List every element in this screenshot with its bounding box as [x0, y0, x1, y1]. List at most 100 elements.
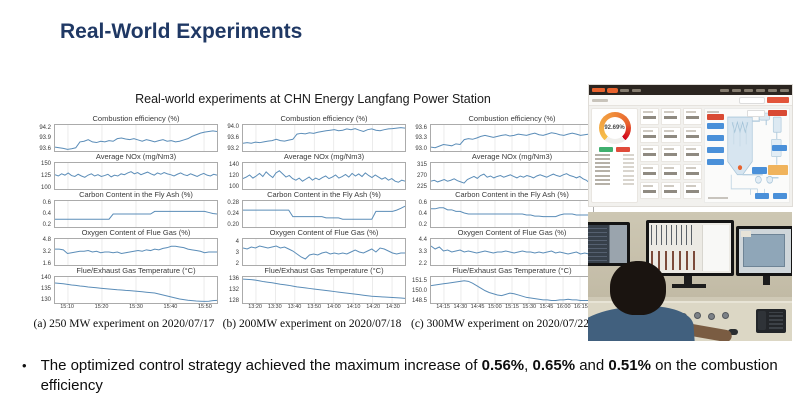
bullet-lead: The optimized control strategy achieved …: [40, 357, 482, 374]
diagram-pump-button: [752, 167, 767, 174]
chart-plot: 2 3 4: [236, 238, 406, 267]
control-dashboard-screenshot: 92.69%: [588, 84, 793, 207]
y-tick-label: 93.6: [227, 135, 239, 141]
dashboard-menu-item: [768, 88, 777, 92]
y-tick-label: 0.6: [418, 199, 427, 206]
bullet-value-2: 0.65%: [532, 357, 576, 374]
plot-canvas: [54, 238, 218, 266]
y-tick-label: 1.6: [42, 261, 51, 268]
x-tick-label: 15:10: [60, 304, 74, 310]
y-tick-label: 94.0: [227, 123, 239, 130]
monitor-stand: [684, 276, 692, 284]
x-tick-label: 14:45: [470, 304, 485, 310]
y-tick-label: 2: [235, 260, 239, 267]
panel-b-plots: Combustion efficiency (%) 93.2 93.6 94.0 Ave…: [218, 114, 406, 313]
chart-title: Oxygen Content of Flue Gas (%): [269, 228, 379, 237]
x-tick-label: 14:15: [436, 304, 450, 310]
chart-plot: 100 125 150: [41, 161, 218, 191]
x-tick-label: 16:00: [556, 304, 571, 310]
gauge-value: 92.69%: [603, 117, 626, 139]
diagram-fan-button: [773, 193, 787, 199]
y-tick-label: 0.4: [42, 211, 51, 217]
chart-title: Average NOx (mg/Nm3): [283, 152, 365, 161]
y-tick-label: 120: [228, 173, 239, 179]
dashboard-topbar: [589, 85, 792, 95]
dashboard-menu-item: [720, 88, 729, 92]
plot-canvas: [242, 200, 406, 228]
x-axis-ticks: 15:10 15:20 15:30 15:40 15:50: [54, 304, 218, 313]
desk-telephone: [756, 309, 786, 333]
x-tick-label: 15:15: [505, 304, 519, 310]
plot-canvas: [430, 238, 594, 266]
diagram-fan-button: [755, 193, 769, 199]
operator-head: [610, 261, 666, 315]
dashboard-gauge-card: 92.69%: [591, 108, 638, 203]
y-tick-label: 3.3: [418, 249, 427, 255]
dashboard-menu-item: [744, 88, 753, 92]
dashboard-action-button: [767, 97, 789, 103]
y-tick-label: 125: [40, 173, 51, 179]
gauge-start-button: [599, 147, 613, 152]
plot-canvas: [242, 238, 406, 266]
chart-plot: 93.6 93.9 94.2: [39, 124, 218, 152]
chart-plot: 0.20 0.24 0.28: [227, 200, 406, 228]
monitor-stand-base: [672, 284, 706, 288]
diagram-mode-button: [707, 135, 724, 141]
plot-canvas: [430, 162, 594, 190]
diagram-mode-button: [707, 123, 724, 129]
monitor-stand: [763, 276, 770, 285]
y-tick-label: 94.2: [39, 124, 51, 131]
x-tick-label: 15:30: [129, 304, 143, 310]
dashboard-body: 92.69%: [589, 106, 792, 205]
data-line: [55, 131, 217, 150]
data-line: [55, 283, 217, 301]
y-tick-label: 93.6: [415, 124, 427, 131]
chart-title: Carbon Content in the Fly Ash (%): [79, 190, 193, 199]
page-title: Real-World Experiments: [60, 20, 303, 43]
dashboard-parameter-list: [594, 154, 635, 185]
chart-title: Combustion efficiency (%): [280, 114, 368, 123]
y-tick-label: 0.2: [42, 222, 51, 229]
y-tick-label: 0.6: [42, 199, 51, 206]
x-tick-label: 15:40: [163, 304, 178, 310]
data-line: [55, 246, 217, 253]
chart-title: Carbon Content in the Fly Ash (%): [455, 190, 569, 199]
y-tick-label: 140: [228, 161, 239, 168]
x-tick-label: 15:30: [522, 304, 537, 310]
chart-plot: 1.6 3.2 4.8: [43, 237, 218, 267]
plot-canvas: [242, 276, 406, 304]
panel-a-plots: Combustion efficiency (%) 93.6 93.9 94.2 Ave…: [30, 114, 218, 313]
y-tick-label: 128: [228, 298, 239, 305]
chart-plot: 148.5 150.0 151.5: [412, 276, 594, 304]
x-tick-label: 15:50: [197, 304, 212, 310]
bullet-sep-1: ,: [524, 357, 533, 374]
y-tick-label: 135: [40, 285, 51, 292]
y-tick-label: 3.2: [42, 249, 51, 255]
x-tick-label: 14:30: [385, 304, 400, 310]
control-knob: [694, 312, 701, 319]
plot-canvas: [430, 200, 594, 228]
bullet-value-3: 0.51%: [608, 357, 651, 374]
y-tick-label: 0.2: [418, 222, 427, 229]
chart-plot: 128 132 136: [229, 276, 406, 304]
bullet-tail: on the combustion efficiency: [40, 357, 778, 395]
plot-canvas: [54, 124, 218, 152]
diagram-mode-button: [707, 147, 724, 153]
dashboard-menu-item: [732, 88, 741, 92]
chart-title: Oxygen Content of Flue Gas (%): [457, 228, 567, 237]
chart-title: Oxygen Content of Flue Gas (%): [81, 228, 191, 237]
experiment-charts: Combustion efficiency (%) 93.6 93.9 94.2 Ave…: [30, 114, 596, 330]
x-axis-ticks: 13:20 13:30 13:40 13:50 14:00 14:10 14:20 14:30: [242, 304, 406, 313]
plot-canvas: [430, 276, 594, 304]
dashboard-menu-item: [780, 88, 789, 92]
chart-title: Average NOx (mg/Nm3): [95, 152, 177, 161]
plot-canvas: [54, 276, 218, 304]
x-tick-label: 14:00: [326, 304, 341, 310]
bullet-sep-2: and: [575, 357, 609, 374]
y-tick-label: 270: [416, 173, 427, 179]
y-tick-label: 148.5: [411, 297, 427, 304]
control-knob: [708, 313, 715, 320]
data-line: [243, 206, 405, 219]
dashboard-breadcrumb: [592, 98, 608, 102]
y-tick-label: 0.24: [227, 211, 239, 217]
